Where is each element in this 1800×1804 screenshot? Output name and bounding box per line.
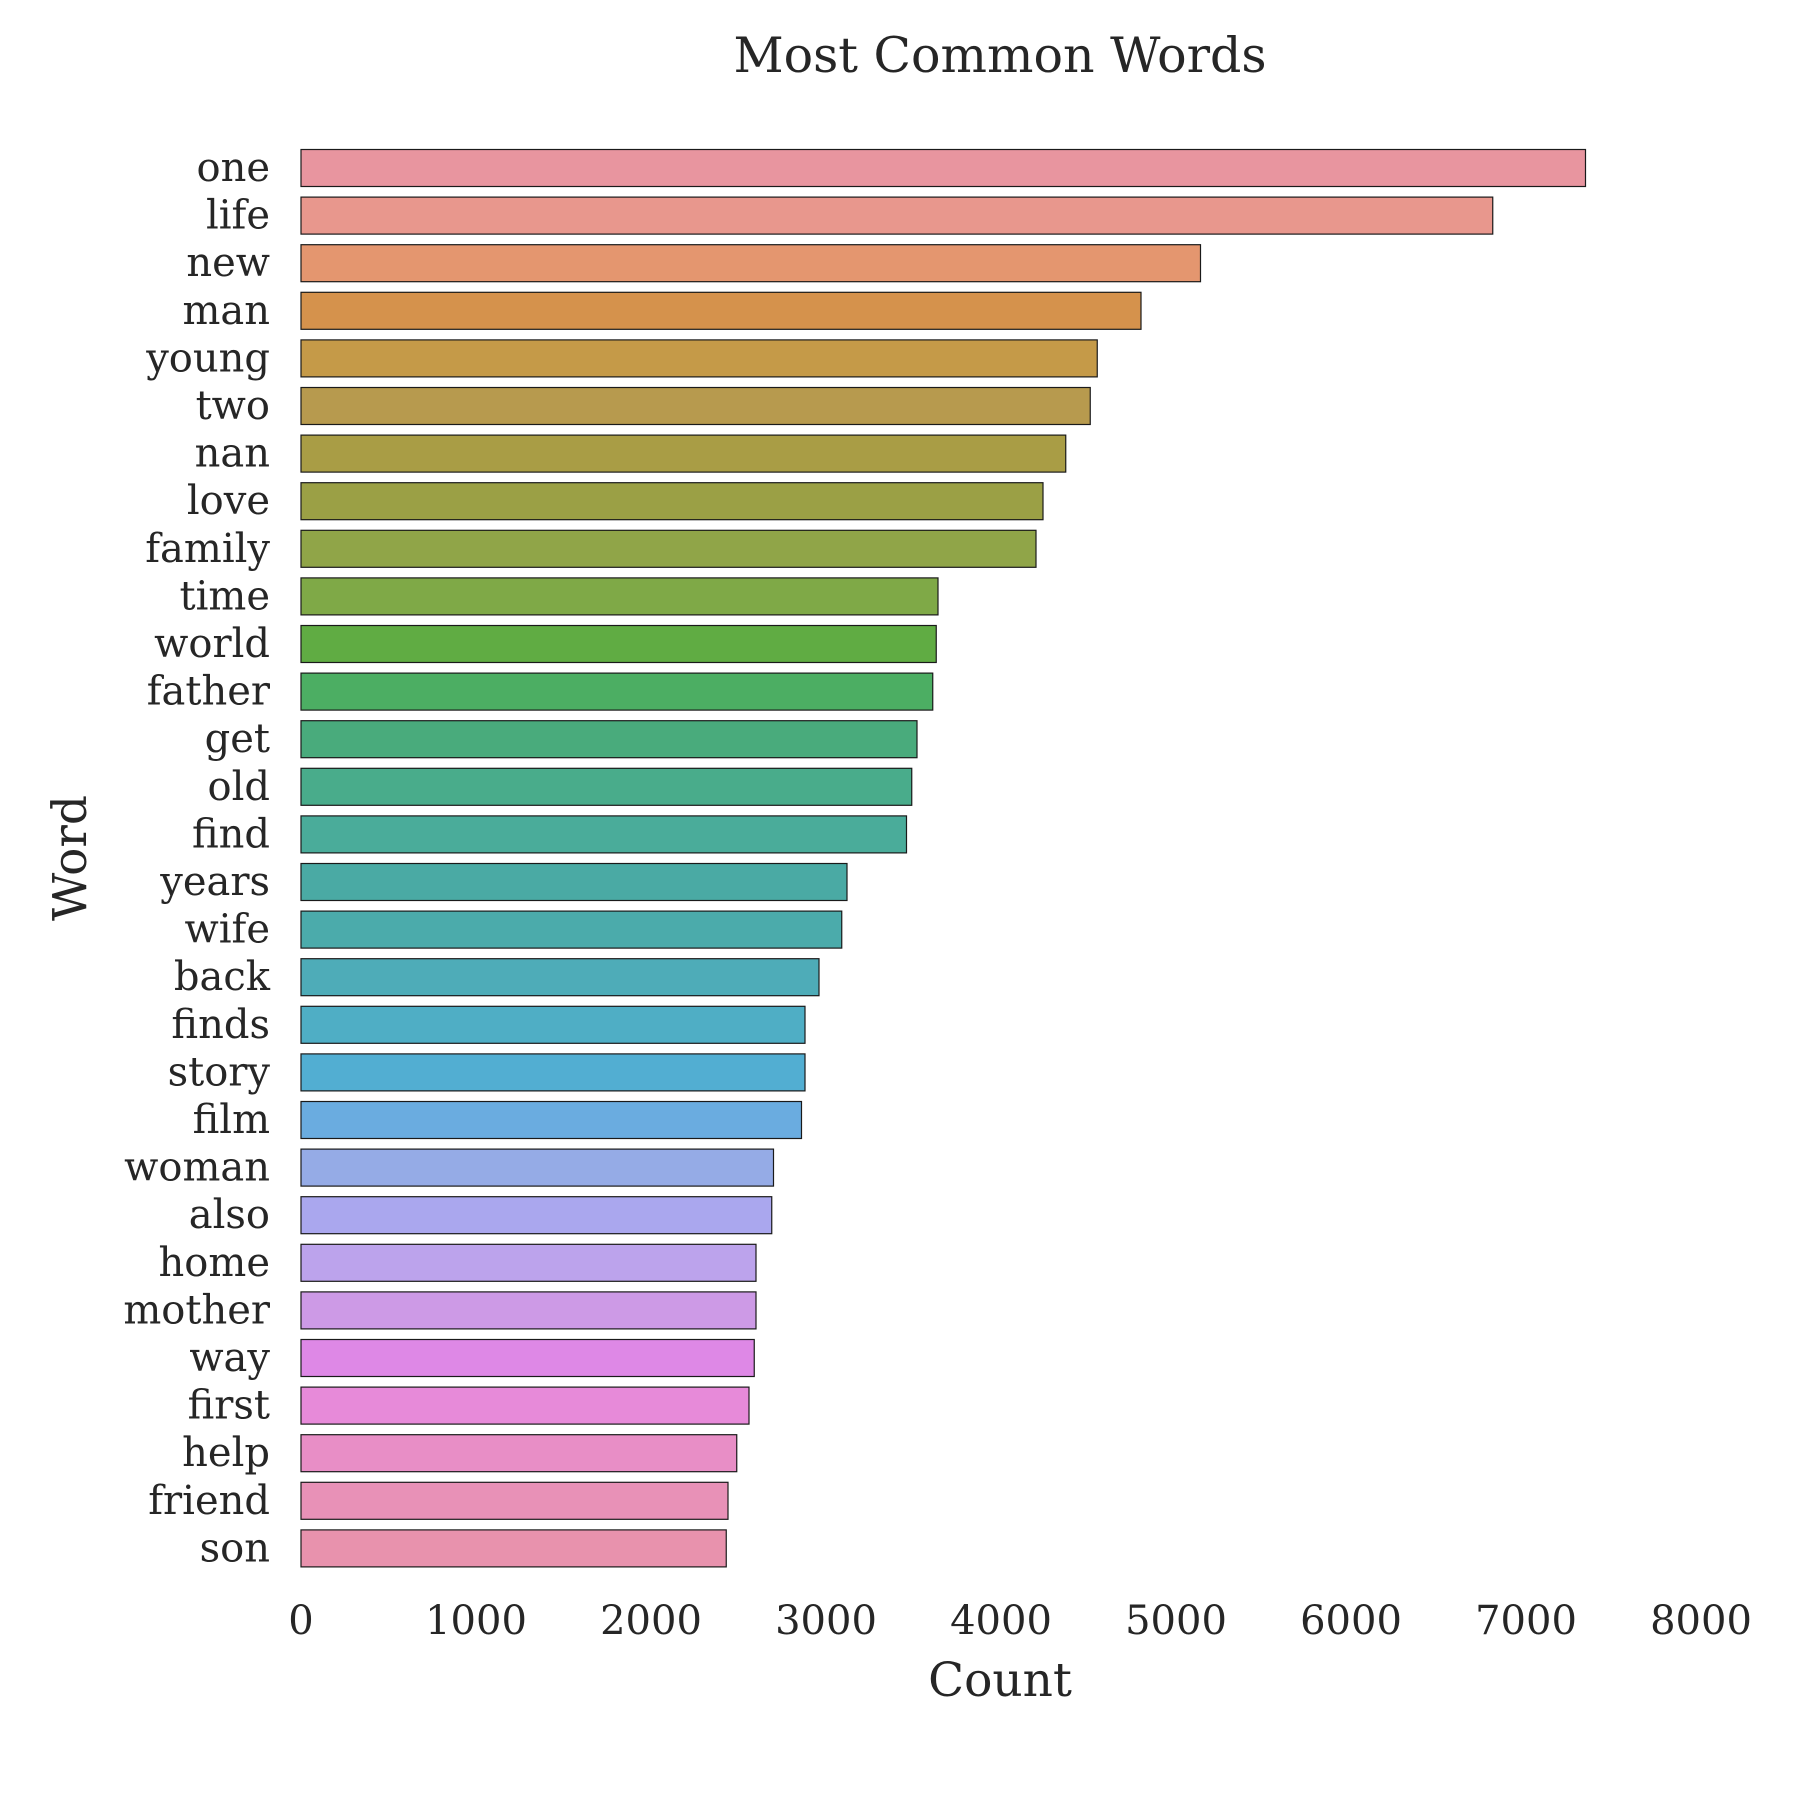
bar-home [300,1243,757,1282]
bar-new [300,244,1202,283]
category-label-also: also [189,1192,270,1238]
category-label-son: son [200,1525,270,1571]
bar-find [300,815,908,854]
x-axis-label: Count [928,1653,1072,1708]
bar-also [300,1196,773,1235]
category-label-way: way [189,1335,270,1381]
chart-title: Most Common Words [733,27,1266,84]
bar-love [300,482,1044,521]
category-label-life: life [206,193,270,239]
category-label-man: man [182,288,270,334]
category-label-years: years [159,859,270,905]
x-tick-label-8000: 8000 [1650,1598,1752,1644]
category-label-two: two [196,383,270,429]
bar-father [300,672,934,711]
bar-way [300,1338,755,1378]
category-label-finds: finds [171,1002,270,1048]
category-label-nan: nan [195,431,270,477]
x-tick-label-4000: 4000 [950,1598,1052,1644]
category-label-family: family [145,526,270,572]
category-label-mother: mother [123,1287,271,1333]
bar-get [300,720,918,759]
bar-help [300,1434,738,1473]
category-label-one: one [196,145,270,191]
bar-two [300,386,1091,426]
bar-finds [300,1005,806,1044]
bar-first [300,1386,750,1425]
category-label-friend: friend [148,1478,270,1524]
category-label-get: get [205,716,270,762]
category-label-old: old [208,764,270,810]
bar-years [300,862,848,902]
category-label-find: find [192,811,270,857]
category-label-world: world [154,621,270,667]
category-label-love: love [187,478,270,524]
category-label-first: first [188,1383,270,1429]
bar-back [300,958,820,997]
x-tick-label-6000: 6000 [1300,1598,1402,1644]
bar-family [300,529,1037,568]
x-tick-label-3000: 3000 [775,1598,877,1644]
x-tick-label-1000: 1000 [425,1598,527,1644]
bar-one [300,148,1587,188]
x-tick-label-0: 0 [288,1598,313,1644]
bar-mother [300,1291,757,1330]
bar-woman [300,1148,775,1187]
category-label-home: home [159,1240,270,1286]
bar-film [300,1100,803,1140]
bar-young [300,339,1098,378]
category-labels-group: onelifenewmanyoungtwonanlovefamilytimewo… [123,145,271,1571]
category-label-film: film [193,1097,270,1143]
x-tick-label-5000: 5000 [1125,1598,1227,1644]
category-label-story: story [168,1049,271,1095]
x-tick-label-7000: 7000 [1475,1598,1577,1644]
category-label-father: father [147,669,271,715]
bar-time [300,577,939,616]
bar-wife [300,910,843,949]
bar-man [300,291,1142,330]
x-tick-labels-group: 0 1000 2000 3000 4000 5000 6000 7000 8000 [288,1598,1752,1644]
bar-story [300,1053,806,1092]
category-label-help: help [182,1430,270,1476]
bar-son [300,1529,727,1568]
category-label-young: young [145,335,270,381]
bar-friend [300,1481,729,1520]
category-label-wife: wife [184,907,270,953]
category-label-woman: woman [124,1145,270,1191]
category-label-new: new [186,240,270,286]
y-axis-label: Word [43,795,98,921]
bar-world [300,624,937,664]
bar-life [300,196,1494,235]
category-label-back: back [174,954,271,1000]
x-tick-label-2000: 2000 [600,1598,702,1644]
bar-nan [300,434,1067,473]
bar-old [300,767,913,806]
category-label-time: time [180,573,270,619]
bars-group [300,148,1587,1568]
